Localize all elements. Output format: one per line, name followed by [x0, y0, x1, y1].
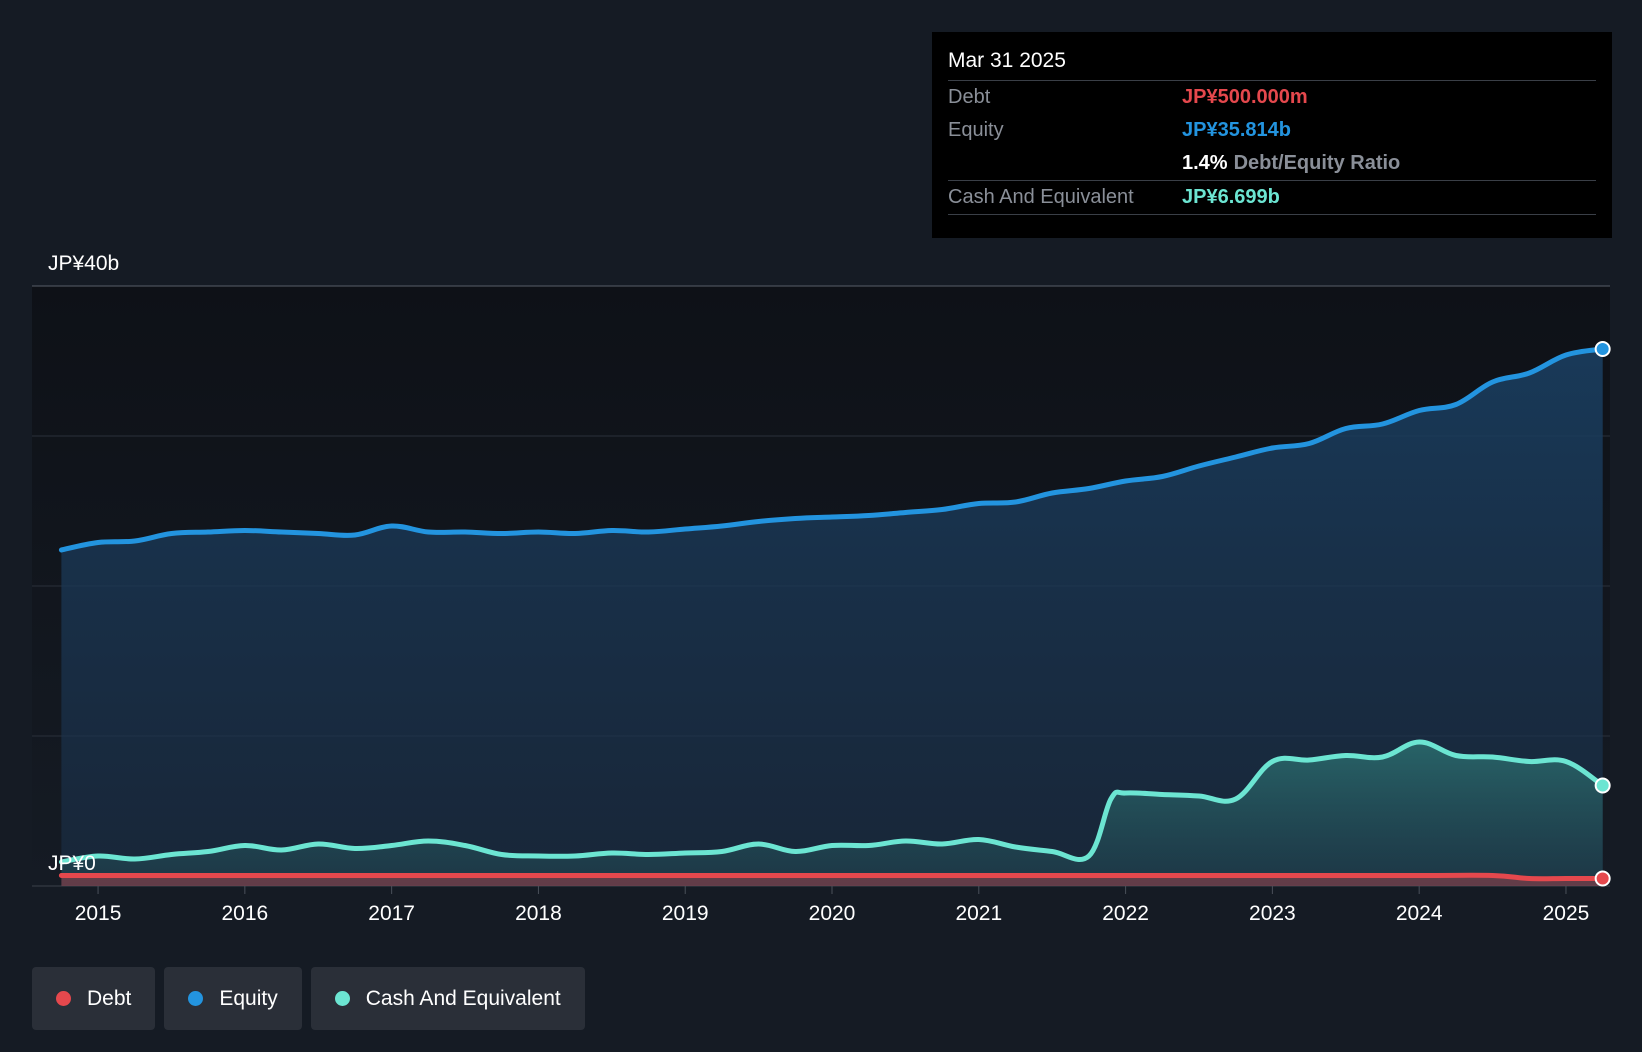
x-tick-label-2025: 2025 [1543, 902, 1590, 925]
y-tick-label-40: JP¥40b [48, 252, 119, 275]
y-tick-label-0: JP¥0 [48, 852, 96, 875]
debt-end-point[interactable] [1594, 870, 1611, 887]
x-tick-label-2016: 2016 [221, 902, 268, 925]
debt-line [58, 872, 1606, 882]
tooltip-debt-label: Debt [948, 86, 991, 108]
x-tick-label-2021: 2021 [955, 902, 1002, 925]
tooltip-equity-row: Equity JP¥35.814b [948, 114, 1596, 147]
tooltip-cash-value: JP¥6.699b [1182, 186, 1280, 208]
series-areas [61, 349, 1603, 886]
tooltip: Mar 31 2025 Debt JP¥500.000m Equity JP¥3… [932, 32, 1612, 238]
legend: Debt Equity Cash And Equivalent [32, 967, 585, 1030]
tooltip-ratio-label: Debt/Equity Ratio [1233, 152, 1401, 174]
tooltip-equity-value: JP¥35.814b [1182, 119, 1291, 141]
x-axis-labels: 2015 2016 2017 2018 2019 2020 2021 2022 2023 2024… [75, 886, 1590, 925]
tooltip-date: Mar 31 2025 [948, 46, 1596, 81]
equity-end-point[interactable] [1594, 341, 1611, 357]
legend-item-cash[interactable]: Cash And Equivalent [310, 967, 585, 1030]
x-tick-label-2020: 2020 [809, 902, 856, 925]
cash-end-point[interactable] [1594, 777, 1611, 794]
series-lines [58, 346, 1606, 882]
cash-line [58, 739, 1606, 865]
tooltip-cash-label: Cash And Equivalent [948, 186, 1134, 208]
tooltip-ratio-row: 1.4% Debt/Equity Ratio [948, 147, 1596, 181]
x-tick-label-2023: 2023 [1249, 902, 1296, 925]
debt-dot-icon [56, 991, 71, 1006]
x-tick-label-2019: 2019 [662, 902, 709, 925]
end-markers [1594, 341, 1611, 887]
equity-line [58, 346, 1606, 553]
x-tick-label-2018: 2018 [515, 902, 562, 925]
cash-area [61, 741, 1603, 886]
x-tick-label-2024: 2024 [1396, 902, 1443, 925]
cash-dot-icon [334, 991, 350, 1006]
legend-item-debt[interactable]: Debt [32, 967, 156, 1030]
x-tick-label-2017: 2017 [368, 902, 415, 925]
x-tick-label-2015: 2015 [75, 902, 122, 925]
legend-item-equity[interactable]: Equity [164, 967, 302, 1030]
equity-dot-icon [188, 991, 204, 1006]
x-tick-label-2022: 2022 [1102, 902, 1149, 925]
legend-label-equity: Equity [219, 986, 278, 1010]
equity-area [61, 349, 1603, 886]
tooltip-debt-value: JP¥500.000m [1182, 86, 1308, 108]
tooltip-equity-label: Equity [948, 119, 1004, 141]
y-axis-labels: JP¥40b JP¥0 [48, 252, 119, 875]
tooltip-debt-row: Debt JP¥500.000m [948, 81, 1596, 114]
tooltip-cash-row: Cash And Equivalent JP¥6.699b [948, 181, 1596, 215]
tooltip-ratio-value: 1.4% [1182, 152, 1228, 174]
legend-label-debt: Debt [87, 986, 132, 1010]
legend-label-cash: Cash And Equivalent [365, 986, 561, 1010]
